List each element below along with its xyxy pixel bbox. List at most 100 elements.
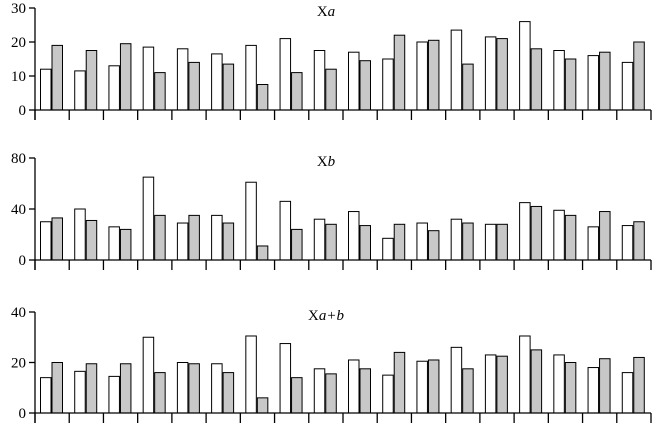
bar-series-2-group-6 <box>222 222 235 261</box>
bar-series-2-group-12 <box>427 230 440 261</box>
bar-series-2-group-13 <box>462 222 474 261</box>
bar-series-1-group-9 <box>313 50 326 111</box>
bar-series-2-group-3 <box>119 228 132 261</box>
bar-series-2-group-14 <box>496 223 508 261</box>
bar-series-2-group-16 <box>564 362 577 414</box>
bar-series-2-group-16 <box>564 214 577 261</box>
bar-series-1-group-15 <box>519 202 531 261</box>
bar-series-1-group-1 <box>40 221 52 261</box>
bar-series-2-group-10 <box>359 368 371 414</box>
bar-series-1-group-13 <box>450 29 463 111</box>
bar-series-2-group-6 <box>222 372 235 414</box>
bar-series-1-group-10 <box>348 359 360 414</box>
bar-series-1-group-18 <box>621 372 634 414</box>
bar-series-2-group-9 <box>325 223 337 261</box>
bar-series-2-group-10 <box>359 225 371 261</box>
bar-series-1-group-13 <box>450 218 463 261</box>
y-tick-label: 30 <box>11 1 26 17</box>
bar-series-2-group-4 <box>154 214 166 261</box>
bar-series-1-group-12 <box>416 41 428 111</box>
bar-series-2-group-18 <box>633 41 645 111</box>
bar-series-1-group-11 <box>382 58 394 111</box>
bar-series-2-group-1 <box>51 362 63 414</box>
bar-series-1-group-12 <box>416 222 428 261</box>
bar-series-1-group-4 <box>142 336 155 414</box>
bar-series-1-group-7 <box>245 44 257 111</box>
bar-series-2-group-18 <box>633 221 645 261</box>
bar-series-1-group-3 <box>108 226 120 261</box>
bar-series-2-group-9 <box>325 68 337 111</box>
bar-series-1-group-15 <box>519 335 531 414</box>
chart-panel-2: 0 40 80 Xb <box>11 151 652 270</box>
bar-series-2-group-14 <box>496 38 508 111</box>
bar-series-2-group-7 <box>256 397 269 414</box>
bar-series-1-group-8 <box>279 343 292 414</box>
bar-series-2-group-2 <box>85 219 98 261</box>
bar-series-1-group-7 <box>245 335 257 414</box>
bar-series-1-group-3 <box>108 375 120 414</box>
bar-series-1-group-14 <box>484 36 497 111</box>
bar-series-1-group-4 <box>142 176 155 261</box>
bar-series-1-group-7 <box>245 181 257 261</box>
chart-panel-3: 0 20 40 Xa+b <box>11 305 652 423</box>
bar-series-1-group-3 <box>108 65 120 111</box>
bar-series-1-group-6 <box>211 214 223 261</box>
bar-series-2-group-2 <box>85 50 98 111</box>
bar-series-2-group-12 <box>427 39 440 111</box>
panel-title: Xa+b <box>308 308 344 324</box>
y-tick-label: 10 <box>11 69 26 85</box>
bar-series-1-group-5 <box>176 362 189 414</box>
bar-series-1-group-14 <box>484 223 497 261</box>
bar-series-1-group-2 <box>74 370 86 414</box>
bar-series-2-group-4 <box>154 372 166 414</box>
bar-series-1-group-8 <box>279 38 292 111</box>
bar-series-2-group-11 <box>393 351 406 414</box>
bar-series-2-group-3 <box>119 363 132 414</box>
bar-series-1-group-16 <box>553 209 565 261</box>
bar-series-2-group-5 <box>188 214 200 261</box>
bar-series-2-group-8 <box>291 377 303 414</box>
bar-series-2-group-15 <box>530 205 543 261</box>
bar-series-1-group-5 <box>176 222 189 261</box>
bar-series-1-group-14 <box>484 354 497 414</box>
bar-series-2-group-11 <box>393 34 406 111</box>
bar-series-1-group-11 <box>382 237 394 261</box>
y-tick-label: 20 <box>11 356 26 372</box>
bar-series-1-group-17 <box>587 226 600 261</box>
bar-series-2-group-17 <box>599 358 611 414</box>
bar-series-1-group-9 <box>313 368 326 414</box>
bar-series-2-group-7 <box>256 245 269 261</box>
bar-series-1-group-15 <box>519 21 531 111</box>
panel-title: Xa <box>317 4 335 20</box>
bar-series-2-group-5 <box>188 61 200 111</box>
bar-series-2-group-9 <box>325 373 337 414</box>
bar-series-2-group-18 <box>633 356 645 414</box>
y-tick-label: 0 <box>19 253 27 269</box>
bar-series-1-group-5 <box>176 48 189 111</box>
bar-series-2-group-8 <box>291 228 303 261</box>
bar-series-2-group-13 <box>462 368 474 414</box>
bar-series-2-group-17 <box>599 51 611 111</box>
bar-series-1-group-18 <box>621 61 634 111</box>
bar-series-2-group-1 <box>51 44 63 111</box>
bar-series-1-group-4 <box>142 46 155 111</box>
bar-series-2-group-7 <box>256 84 269 111</box>
bar-series-2-group-10 <box>359 60 371 111</box>
bar-series-1-group-13 <box>450 346 463 414</box>
bar-series-1-group-6 <box>211 53 223 111</box>
y-tick-label: 40 <box>11 305 26 321</box>
y-tick-label: 0 <box>19 103 27 119</box>
bar-series-2-group-4 <box>154 72 166 111</box>
y-tick-label: 0 <box>19 406 27 422</box>
bar-series-1-group-2 <box>74 70 86 111</box>
panel-title: Xb <box>317 154 336 170</box>
bar-series-2-group-16 <box>564 58 577 111</box>
bar-series-1-group-16 <box>553 50 565 111</box>
bar-series-1-group-9 <box>313 218 326 261</box>
bar-series-1-group-12 <box>416 360 428 414</box>
bar-series-2-group-1 <box>51 217 63 261</box>
bar-series-1-group-10 <box>348 211 360 261</box>
bar-series-1-group-2 <box>74 208 86 261</box>
bar-series-1-group-1 <box>40 68 52 111</box>
